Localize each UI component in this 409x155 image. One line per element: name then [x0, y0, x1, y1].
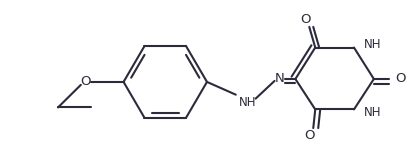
Text: O: O	[394, 73, 405, 85]
Text: NH: NH	[363, 38, 380, 51]
Text: O: O	[303, 129, 314, 142]
Text: O: O	[80, 75, 91, 88]
Text: N: N	[274, 73, 284, 85]
Text: NH: NH	[238, 96, 256, 109]
Text: NH: NH	[363, 106, 380, 119]
Text: O: O	[299, 13, 310, 26]
